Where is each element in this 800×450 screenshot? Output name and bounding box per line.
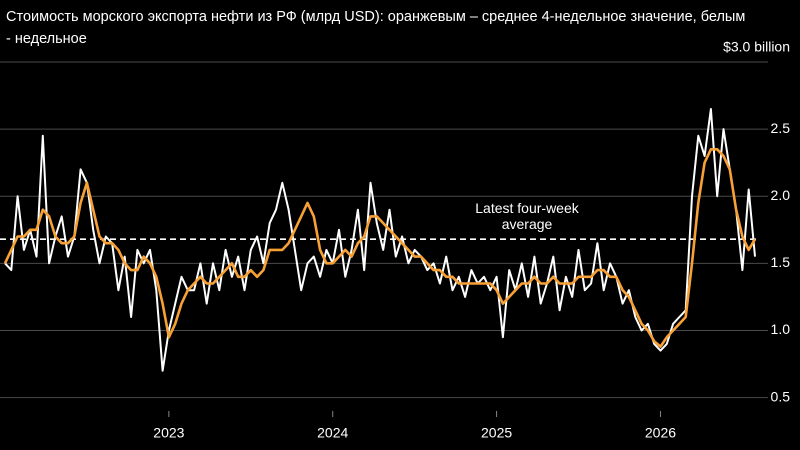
y-tick-label: 1.0 [771, 321, 791, 337]
x-tick-label: 2025 [481, 425, 512, 441]
y-tick-label: 1.5 [771, 254, 791, 270]
chart-title: Стоимость морского экспорта нефти из РФ … [6, 9, 746, 47]
x-tick-label: 2023 [153, 425, 184, 441]
series-line [3, 148, 757, 348]
y-tick-label: 0.5 [771, 388, 791, 404]
x-tick-label: 2024 [317, 425, 348, 441]
x-tick-label: 2026 [645, 425, 676, 441]
annotation: Latest four-week [475, 200, 579, 216]
annotation: average [502, 216, 553, 232]
y-tick-label: 2.5 [771, 120, 791, 136]
series-line [4, 108, 756, 372]
y-tick-label: 2.0 [771, 187, 791, 203]
y-tick-label: $3.0 billion [723, 39, 790, 55]
